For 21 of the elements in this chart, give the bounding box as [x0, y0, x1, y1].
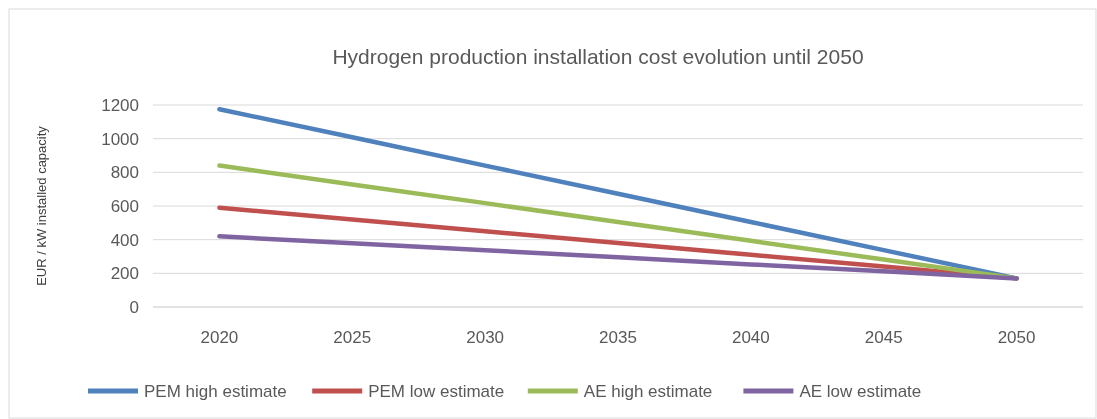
x-tick-label: 2035: [599, 328, 637, 347]
legend-label: AE high estimate: [583, 382, 713, 401]
y-tick-label: 800: [110, 163, 139, 183]
legend-label: PEM high estimate: [144, 382, 287, 401]
y-tick-label: 400: [110, 230, 139, 250]
legend-label: PEM low estimate: [368, 382, 505, 401]
chart-title: Hydrogen production installation cost evolution until 2050: [332, 45, 864, 68]
x-tick-label: 2030: [466, 328, 505, 347]
x-tick-label: 2040: [731, 328, 770, 347]
x-tick-label: 2050: [997, 328, 1036, 347]
y-tick-label: 200: [110, 264, 139, 284]
y-axis-title: EUR / kW installed capacity: [34, 125, 49, 286]
legend-label: AE low estimate: [799, 382, 922, 401]
x-tick-label: 2025: [333, 328, 372, 347]
x-tick-label: 2045: [864, 328, 903, 347]
y-tick-label: 1000: [101, 129, 139, 149]
line-series: [217, 234, 1019, 281]
y-tick-label: 1200: [101, 96, 139, 115]
y-tick-label: 600: [110, 197, 139, 216]
x-tick-label: 2020: [200, 328, 239, 347]
y-tick-label: 0: [129, 298, 139, 317]
